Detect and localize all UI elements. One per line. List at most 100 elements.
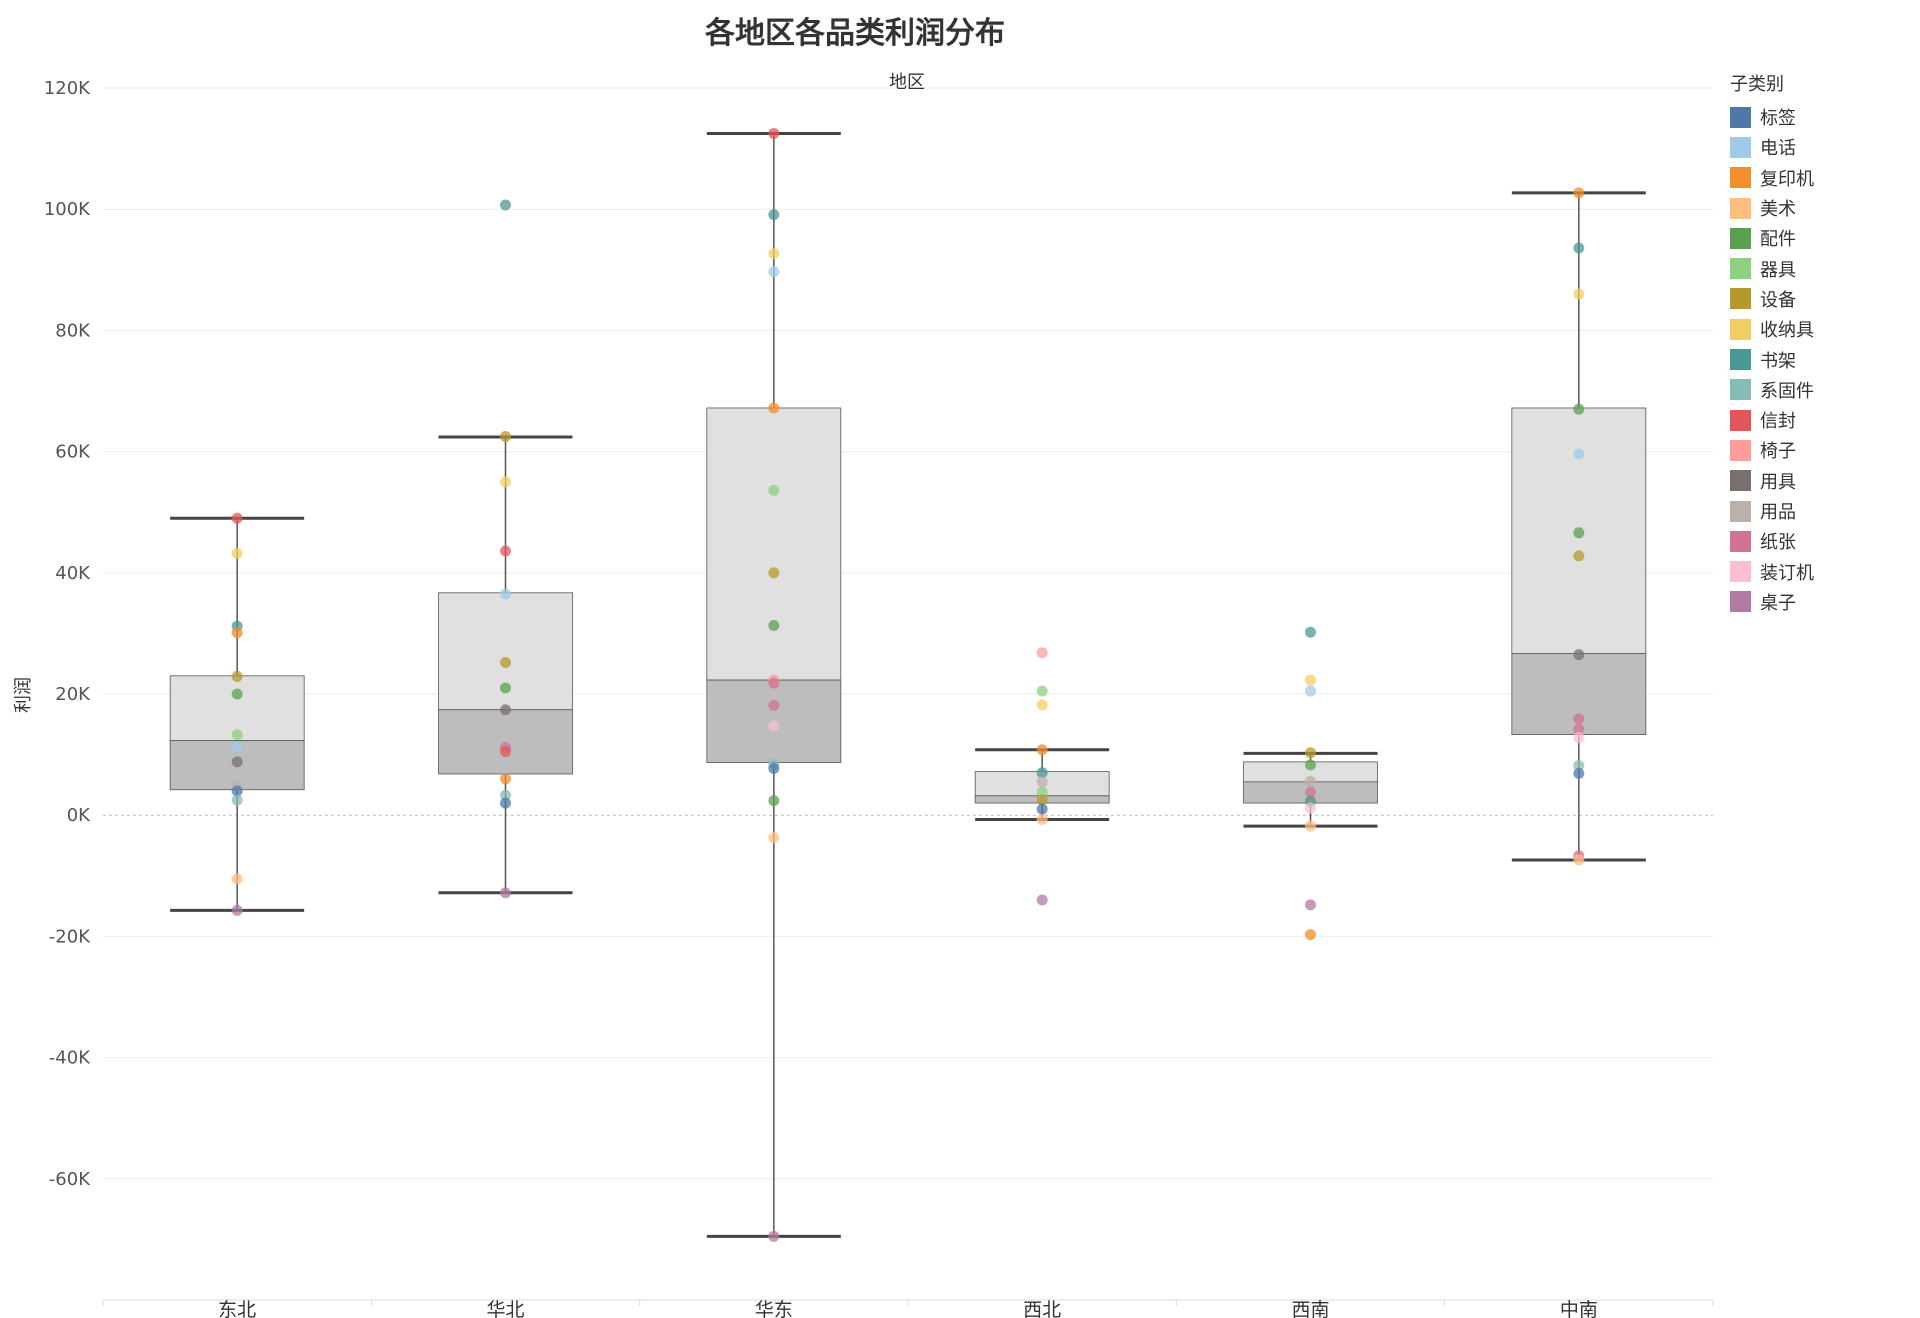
legend-item[interactable]: 配件 [1730,223,1910,253]
data-point-配件 [231,688,243,700]
data-point-标签 [768,763,780,775]
data-point-配件 [768,795,780,807]
data-point-器具 [1036,786,1048,798]
legend: 子类别 标签 电话复印机美术配件器具设备收纳具书架系固件信封 椅子用具用品纸张装订机… [1730,70,1910,617]
legend-label: 设备 [1760,289,1796,311]
legend-label: 装订机 [1760,562,1814,584]
legend-title: 子类别 [1730,74,1784,95]
legend-item[interactable]: 收纳具 [1730,314,1910,344]
data-point-电话 [768,266,780,278]
legend-swatch [1730,197,1751,219]
x-axis: 东北 华北 华东 西北 西南 中南 [102,1299,1714,1318]
data-point-设备 [500,656,511,668]
legend-label: 用品 [1760,502,1796,523]
x-category-label: 西南 [1291,1299,1329,1318]
data-point-复印机 [231,627,243,639]
legend-label: 纸张 [1760,532,1796,554]
legend-item[interactable]: 书架 [1730,344,1910,374]
x-category-label: 华东 [755,1299,793,1318]
legend-swatch [1730,167,1751,189]
data-point-美术 [1573,854,1585,866]
legend-swatch [1730,379,1751,401]
data-point-配件 [1305,759,1316,771]
legend-item[interactable]: 桌子 [1730,587,1910,617]
data-point-纸张 [1573,723,1585,735]
legend-item[interactable]: 纸张 [1730,526,1910,556]
x-category-label: 中南 [1560,1299,1598,1318]
data-point-系固件 [231,794,243,806]
legend-item[interactable]: 用具 [1730,466,1910,496]
data-point-纸张 [1573,713,1585,725]
legend-swatch [1730,561,1751,583]
data-point-标签 [1036,803,1048,815]
legend-label: 书架 [1760,350,1796,372]
legend-item[interactable]: 美术 [1730,193,1910,223]
legend-label: 配件 [1760,229,1796,251]
legend-item[interactable]: 装订机 [1730,556,1910,586]
data-point-器具 [768,484,780,496]
x-category-label: 华北 [486,1299,524,1318]
box-东北 [169,516,305,912]
legend-item[interactable]: 器具 [1730,253,1910,283]
legend-item[interactable]: 椅子 [1730,435,1910,465]
data-point-标签 [1573,767,1585,779]
legend-item[interactable]: 电话 [1730,132,1910,162]
legend-item[interactable]: 系固件 [1730,375,1910,405]
data-point-系固件 [500,789,511,801]
y-tick-label: 0K [67,805,91,826]
legend-item[interactable]: 标签 [1730,102,1910,132]
data-point-收纳具 [1573,288,1585,300]
data-point-复印机 [1305,929,1316,941]
legend-item[interactable]: 复印机 [1730,163,1910,193]
data-point-配件 [768,620,780,632]
data-point-系固件 [1573,760,1585,772]
legend-label: 系固件 [1760,380,1814,402]
legend-swatch [1730,470,1751,492]
data-point-书架 [1573,242,1585,254]
data-point-电话 [500,588,511,600]
chart-title: 各地区各品类利润分布 [705,16,1005,51]
legend-label: 用具 [1760,471,1796,493]
data-point-美术 [231,873,243,885]
legend-swatch [1730,409,1751,431]
y-tick-label: 100K [44,199,91,220]
legend-label: 复印机 [1760,168,1814,190]
data-point-桌子 [231,904,243,916]
legend-label: 收纳具 [1760,320,1814,342]
data-point-美术 [1036,813,1048,825]
legend-swatch [1730,349,1751,371]
data-point-纸张 [768,700,780,712]
data-point-用具 [500,704,511,716]
data-point-设备 [768,567,780,579]
legend-label: 美术 [1760,199,1796,221]
legend-swatch [1730,106,1751,128]
data-point-复印机 [768,402,780,414]
legend-label: 器具 [1760,259,1796,281]
legend-items: 标签 电话复印机美术配件器具设备收纳具书架系固件信封 椅子用具用品纸张装订机桌子 [1730,102,1910,617]
data-point-纸张 [768,677,780,689]
data-point-信封 [500,746,511,758]
data-point-配件 [1573,403,1585,415]
data-point-用具 [1573,649,1585,661]
data-point-设备 [231,670,243,682]
data-point-信封 [231,512,243,524]
data-point-装订机 [768,720,780,732]
legend-swatch [1730,136,1751,158]
y-axis: 120K 100K 80K 60K 40K 20K 0K -20K -40K -60K [44,78,91,1190]
legend-swatch [1730,530,1751,552]
y-tick-label: 80K [55,320,91,341]
data-point-桌子 [1036,894,1048,906]
data-point-设备 [500,430,511,442]
y-axis-title: 利润 [13,677,34,713]
legend-item[interactable]: 设备 [1730,284,1910,314]
legend-item[interactable]: 信封 [1730,405,1910,435]
data-point-书架 [768,209,780,221]
legend-swatch [1730,318,1751,340]
data-point-配件 [1573,527,1585,539]
data-point-用品 [1305,775,1316,787]
legend-swatch [1730,500,1751,522]
y-tick-label: 120K [44,78,91,99]
legend-item[interactable]: 用品 [1730,496,1910,526]
x-category-label: 东北 [218,1299,256,1318]
data-point-信封 [768,127,780,139]
